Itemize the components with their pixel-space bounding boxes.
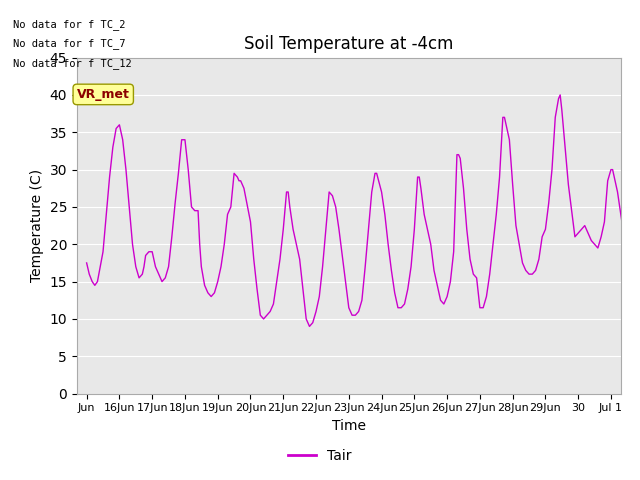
Text: No data for f TC_2: No data for f TC_2 — [13, 19, 125, 30]
Text: No data for f TC_12: No data for f TC_12 — [13, 58, 132, 69]
Text: VR_met: VR_met — [77, 88, 130, 101]
Text: No data for f TC_7: No data for f TC_7 — [13, 38, 125, 49]
Y-axis label: Temperature (C): Temperature (C) — [30, 169, 44, 282]
X-axis label: Time: Time — [332, 419, 366, 433]
Title: Soil Temperature at -4cm: Soil Temperature at -4cm — [244, 35, 454, 53]
Legend: Tair: Tair — [283, 443, 357, 468]
